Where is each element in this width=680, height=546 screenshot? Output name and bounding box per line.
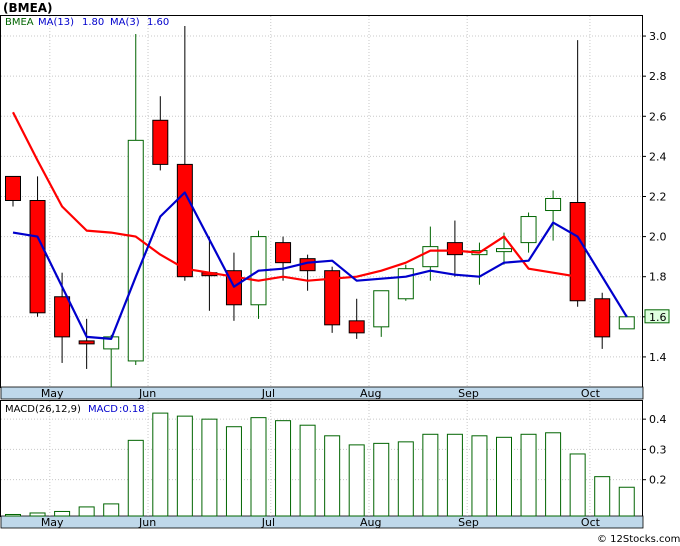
macd-bar (176, 415, 193, 517)
price-month-label: Sep (458, 387, 479, 400)
macd-y-tick-label: 0.4 (649, 413, 667, 426)
macd-y-tick-label: 0.2 (649, 474, 667, 487)
price-month-label: Jul (261, 387, 275, 400)
macd-y-axis: 0.4 0.3 0.2 (642, 413, 667, 487)
candle-down (275, 242, 292, 264)
macd-bar (471, 435, 488, 517)
macd-bar (152, 412, 169, 517)
candle-up (545, 197, 562, 212)
legend-ma3-value: 1.60 (147, 17, 169, 28)
price-month-label: May (41, 387, 64, 400)
ma3-line (12, 191, 628, 340)
macd-bar (422, 433, 439, 517)
price-y-axis: 3.0 2.8 2.6 2.4 2.2 2.0 1.8 1.6 1.4 (642, 30, 667, 364)
macd-bar (397, 441, 414, 517)
macd-month-label: Aug (360, 516, 381, 529)
macd-bar (103, 503, 120, 517)
macd-legend-label: MACD(26,12,9) (5, 404, 81, 415)
price-month-band (0, 386, 644, 400)
candle-down (446, 242, 463, 256)
candle-down (152, 119, 169, 165)
macd-y-tick-label: 0.3 (649, 443, 667, 456)
candlestick-series (5, 26, 635, 387)
candle-down (348, 320, 365, 334)
macd-month-label: Jul (261, 516, 275, 529)
macd-bar (348, 444, 365, 517)
macd-bar (250, 417, 267, 517)
legend-ma13-value: 1.80 (82, 17, 104, 28)
macd-month-label: May (41, 516, 64, 529)
legend-ma13-label: MA(13) (38, 17, 74, 28)
macd-x-axis: May Jun Jul Aug Sep Oct (41, 516, 601, 529)
macd-legend-value: :0.18 (119, 404, 145, 415)
candle-down (78, 340, 95, 345)
candle-up (496, 248, 512, 253)
candle-down (594, 298, 611, 338)
chart-title: (BMEA) (3, 1, 53, 15)
price-y-tick-label: 3.0 (649, 30, 667, 43)
price-y-tick-label: 2.4 (649, 150, 667, 163)
moving-average-lines (12, 111, 628, 340)
candle-up (520, 216, 537, 244)
macd-bar (275, 420, 292, 517)
price-month-label: Oct (581, 387, 601, 400)
macd-bar-series (5, 412, 635, 517)
macd-month-label: Oct (581, 516, 601, 529)
macd-month-label: Sep (458, 516, 479, 529)
candle-down (324, 270, 341, 326)
price-y-tick-label: 1.8 (649, 271, 667, 284)
ma13-line (12, 111, 578, 282)
price-y-tick-label: 2.0 (649, 231, 667, 244)
macd-bar (5, 513, 21, 517)
price-y-tick-label: 1.4 (649, 351, 667, 364)
macd-bar (225, 426, 242, 517)
price-month-label: Jun (138, 387, 156, 400)
candle-up (127, 139, 144, 362)
macd-bar (78, 506, 95, 517)
macd-month-band (0, 515, 644, 529)
last-price-box (644, 309, 670, 324)
macd-bar (520, 433, 537, 517)
macd-bar (618, 486, 635, 517)
price-month-label: Aug (360, 387, 381, 400)
last-price-label: 1.6 (649, 311, 667, 324)
macd-bar (299, 424, 316, 517)
price-y-tick-label: 2.8 (649, 70, 667, 83)
macd-bar (201, 418, 218, 517)
macd-bar (29, 512, 46, 517)
macd-month-label: Jun (138, 516, 156, 529)
legend-ticker: BMEA (5, 17, 34, 28)
macd-legend-value-label: MACD (88, 404, 118, 415)
macd-bar (569, 453, 586, 517)
candle-down (569, 202, 586, 302)
price-y-tick-label: 2.2 (649, 190, 667, 203)
candle-down (5, 175, 21, 201)
legend-ma3-label: MA(3) (110, 17, 140, 28)
macd-bar (496, 436, 512, 517)
macd-bar (373, 442, 390, 517)
candle-down (54, 296, 71, 338)
price-y-tick-label: 2.6 (649, 110, 667, 123)
price-x-axis: May Jun Jul Aug Sep Oct (41, 387, 601, 400)
candle-down (29, 199, 46, 314)
macd-bar (54, 510, 71, 517)
macd-bar (545, 432, 562, 517)
candle-up (397, 268, 414, 300)
candle-up (373, 290, 390, 328)
copyright: © 12Stocks.com (597, 534, 680, 545)
candle-down (176, 163, 193, 278)
macd-bar (446, 433, 463, 517)
candle-up (618, 316, 635, 330)
macd-bar (594, 476, 611, 517)
macd-bar (127, 439, 144, 517)
macd-bar (324, 435, 341, 517)
